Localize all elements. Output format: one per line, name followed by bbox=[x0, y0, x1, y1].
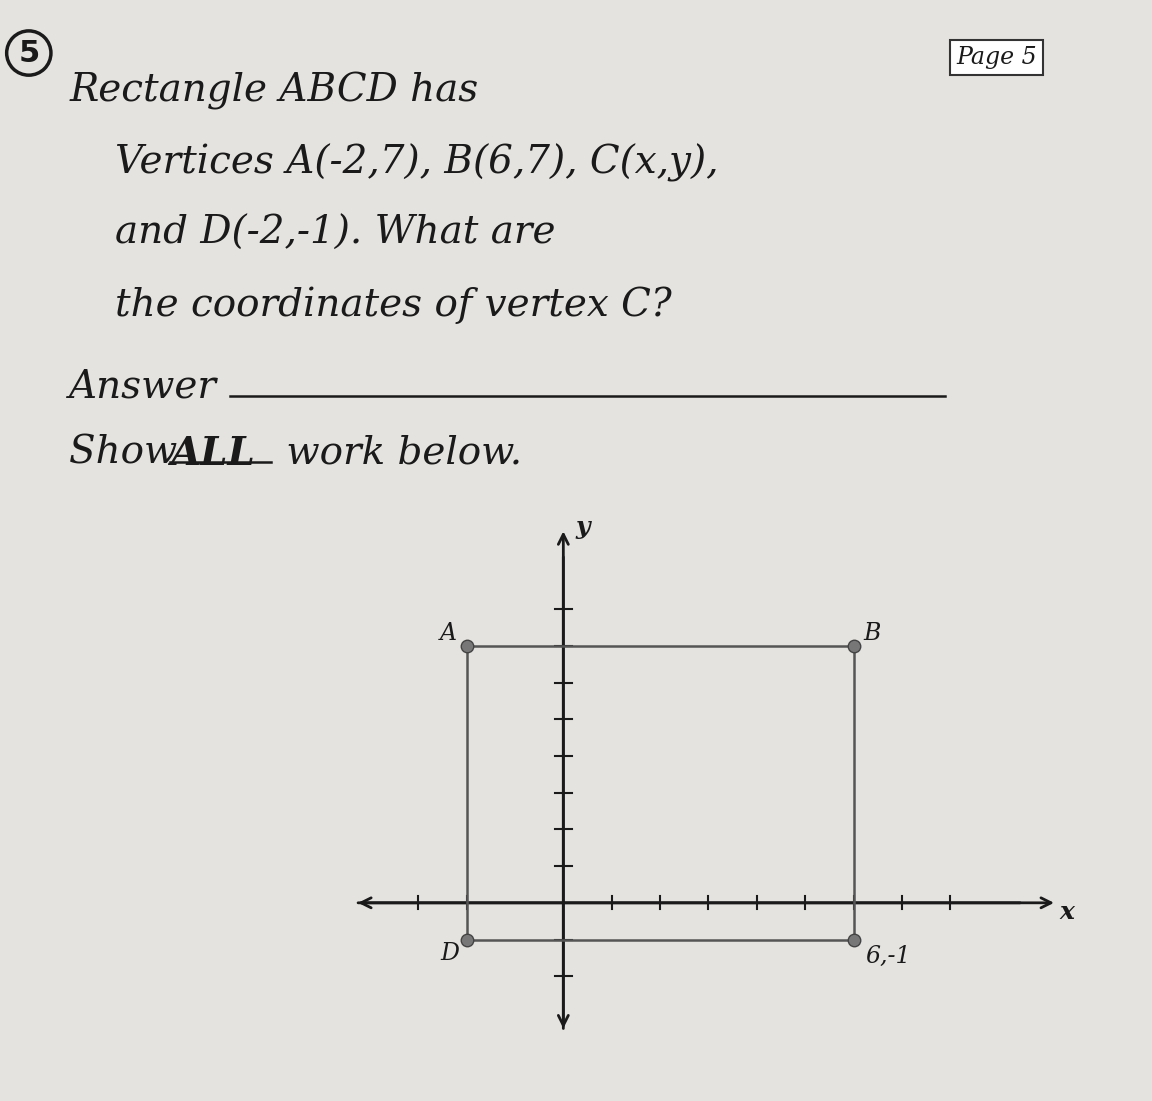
Text: 6,-1: 6,-1 bbox=[866, 946, 911, 969]
Text: the coordinates of vertex C?: the coordinates of vertex C? bbox=[115, 286, 672, 324]
Text: Answer: Answer bbox=[69, 369, 217, 406]
Text: D: D bbox=[440, 941, 458, 964]
Text: y: y bbox=[575, 515, 590, 539]
Text: x: x bbox=[1059, 901, 1074, 925]
Text: Show: Show bbox=[69, 435, 190, 472]
Text: work below.: work below. bbox=[274, 435, 522, 472]
Text: Page 5: Page 5 bbox=[956, 46, 1037, 69]
Text: Rectangle ABCD has: Rectangle ABCD has bbox=[69, 72, 478, 110]
Text: ALL: ALL bbox=[170, 435, 256, 473]
Text: and D(-2,-1). What are: and D(-2,-1). What are bbox=[115, 215, 555, 252]
Text: Vertices A(-2,7), B(6,7), C(x,y),: Vertices A(-2,7), B(6,7), C(x,y), bbox=[115, 143, 719, 182]
Text: A: A bbox=[440, 622, 457, 645]
Text: 5: 5 bbox=[18, 39, 39, 67]
Text: B: B bbox=[863, 622, 880, 645]
